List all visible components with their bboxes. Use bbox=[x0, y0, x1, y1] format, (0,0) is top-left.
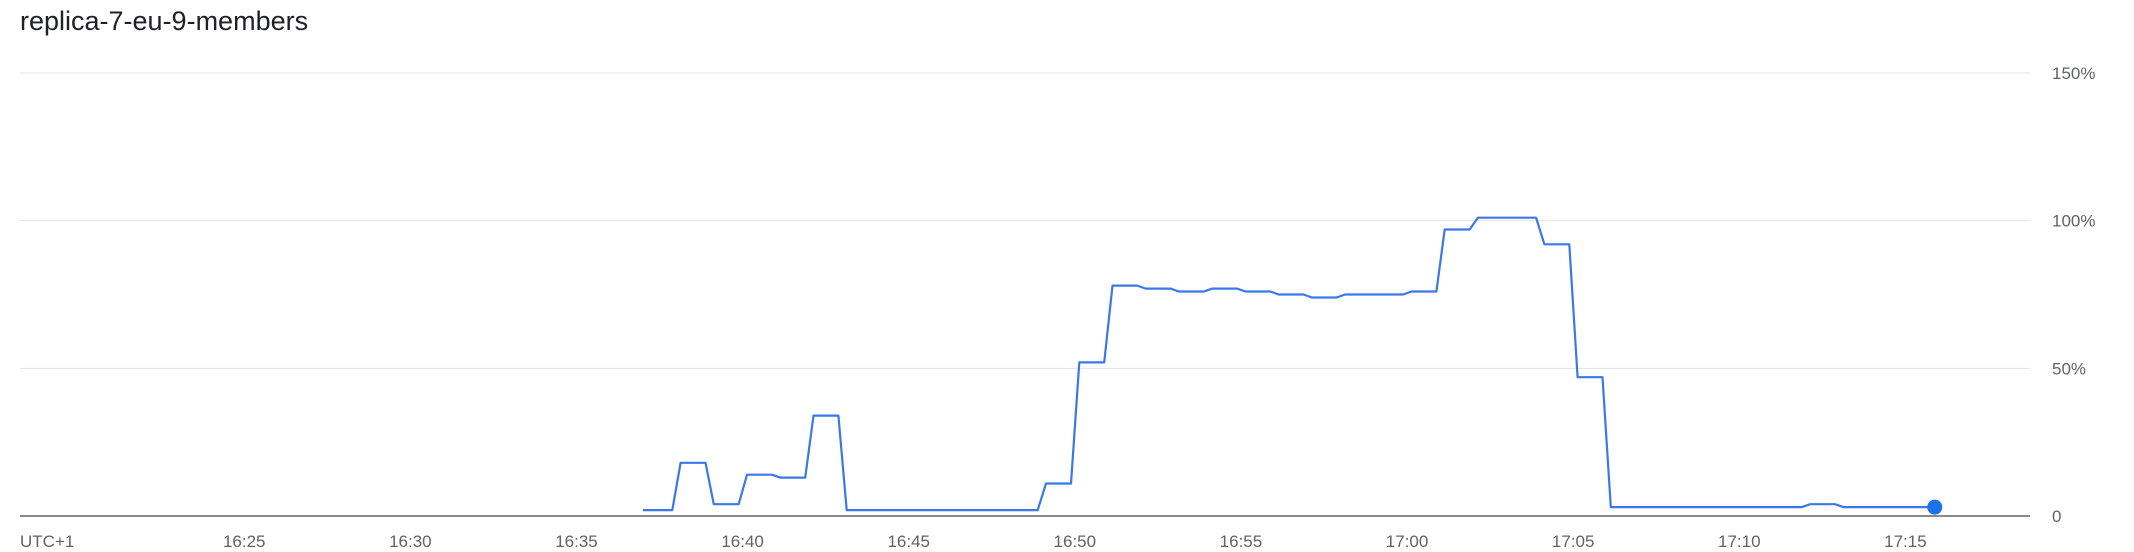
x-tick-label: 17:15 bbox=[1884, 532, 1927, 551]
x-tick-label: 16:25 bbox=[223, 532, 266, 551]
x-tick-label: 16:50 bbox=[1054, 532, 1097, 551]
y-tick-label: 50% bbox=[2052, 359, 2086, 378]
x-tick-label: 16:35 bbox=[555, 532, 598, 551]
timezone-label: UTC+1 bbox=[20, 532, 74, 551]
chart-title: replica-7-eu-9-members bbox=[20, 6, 309, 36]
x-tick-label: 16:55 bbox=[1220, 532, 1263, 551]
x-axis-ticks: UTC+1 16:25 16:30 16:35 16:40 16:45 16:50 16:55… bbox=[20, 532, 1927, 551]
x-tick-label: 17:05 bbox=[1552, 532, 1595, 551]
y-tick-label: 0 bbox=[2052, 507, 2061, 526]
x-tick-label: 17:00 bbox=[1386, 532, 1429, 551]
gridlines bbox=[20, 72, 2030, 517]
x-tick-label: 16:30 bbox=[389, 532, 432, 551]
x-tick-label: 16:45 bbox=[887, 532, 930, 551]
y-axis-ticks: 0 50% 100% 150% bbox=[2052, 64, 2095, 526]
series-line bbox=[642, 216, 1935, 512]
y-tick-label: 100% bbox=[2052, 212, 2095, 231]
series-layer bbox=[642, 216, 1943, 515]
last-point-marker[interactable] bbox=[1927, 499, 1943, 515]
y-tick-label: 150% bbox=[2052, 64, 2095, 83]
x-tick-label: 17:10 bbox=[1718, 532, 1761, 551]
x-tick-label: 16:40 bbox=[721, 532, 764, 551]
